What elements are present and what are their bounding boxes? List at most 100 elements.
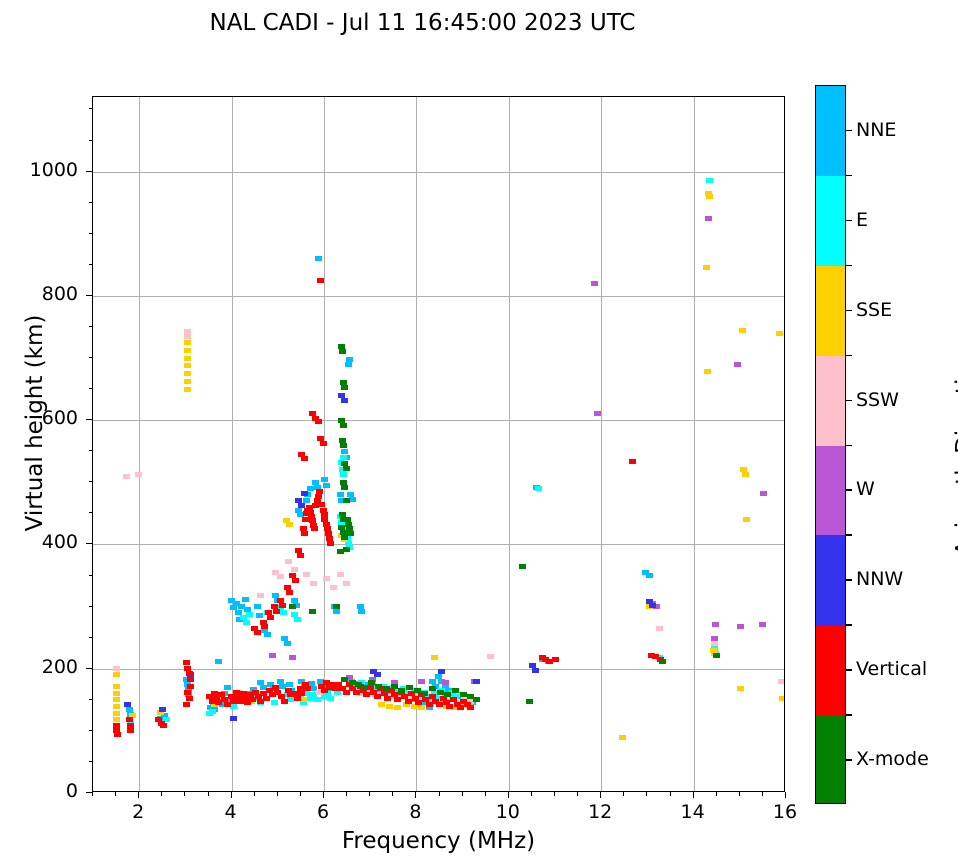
- data-point-nne: [244, 607, 252, 613]
- data-point-vertical: [332, 686, 339, 692]
- colorbar-boundary-tick: [846, 534, 852, 536]
- data-point-w: [710, 636, 718, 642]
- data-point-e: [706, 178, 714, 184]
- data-point-x-mode: [343, 517, 351, 523]
- data-point-nne: [256, 679, 264, 685]
- data-point-vertical: [259, 619, 267, 625]
- data-point-e: [324, 691, 332, 697]
- data-point-vertical: [262, 696, 270, 701]
- data-point-nne: [429, 678, 437, 684]
- data-point-nne: [281, 636, 289, 642]
- data-point-e: [283, 692, 291, 698]
- data-point-vertical: [281, 698, 289, 704]
- data-point-vertical: [359, 688, 367, 693]
- y-axis-minor-tick: [88, 481, 92, 483]
- colorbar-label-ssw: SSW: [856, 388, 899, 411]
- data-point-vertical: [159, 723, 167, 729]
- data-point-x-mode: [375, 683, 382, 689]
- data-point-e: [230, 703, 238, 709]
- data-point-ssw: [122, 473, 130, 479]
- y-axis-minor-tick: [88, 605, 92, 607]
- data-point-x-mode: [341, 385, 349, 391]
- y-axis-tick: [86, 419, 92, 421]
- data-point-vertical: [301, 530, 309, 536]
- data-point-vertical: [244, 700, 252, 706]
- data-point-vertical: [384, 696, 392, 701]
- data-point-x-mode: [338, 417, 346, 423]
- data-point-vertical: [185, 671, 193, 677]
- data-point-sse: [402, 702, 410, 708]
- data-point-nnw: [473, 678, 480, 684]
- data-point-nne: [184, 692, 192, 698]
- data-point-x-mode: [339, 529, 347, 535]
- data-point-nnw: [370, 669, 378, 675]
- data-point-nne: [435, 673, 443, 679]
- data-point-sse: [740, 467, 747, 473]
- data-point-sse: [618, 734, 626, 740]
- x-axis-minor-tick: [461, 792, 463, 796]
- data-point-x-mode: [341, 677, 349, 683]
- data-point-vertical: [283, 585, 291, 591]
- x-axis-tick: [785, 792, 786, 798]
- data-point-vertical: [390, 692, 398, 698]
- data-point-w: [289, 655, 297, 660]
- data-point-x-mode: [342, 546, 350, 552]
- data-point-x-mode: [338, 344, 346, 350]
- data-point-vertical: [366, 684, 374, 690]
- colorbar: [815, 85, 846, 804]
- data-point-vertical: [376, 686, 384, 692]
- data-point-vertical: [322, 522, 330, 527]
- data-point-vertical: [312, 503, 320, 509]
- x-axis-minor-tick: [276, 792, 278, 796]
- data-point-vertical: [319, 441, 327, 447]
- data-point-w: [704, 215, 712, 221]
- data-point-nne: [306, 486, 314, 491]
- data-point-nnw: [646, 599, 654, 605]
- data-point-vertical: [235, 694, 242, 700]
- data-point-vertical: [380, 691, 388, 697]
- colorbar-boundary-tick: [846, 624, 852, 626]
- data-point-vertical: [232, 689, 240, 695]
- data-point-x-mode: [338, 524, 346, 530]
- x-axis-tick: [323, 792, 324, 798]
- data-point-vertical: [215, 700, 223, 706]
- data-point-nne: [235, 610, 242, 616]
- data-point-vertical: [266, 688, 273, 693]
- data-point-vertical: [302, 681, 309, 687]
- data-point-w: [418, 678, 426, 684]
- data-point-e: [208, 708, 216, 714]
- data-point-vertical: [248, 697, 256, 703]
- data-point-sse: [341, 537, 349, 542]
- data-point-x-mode: [341, 461, 349, 467]
- data-point-e: [306, 696, 314, 701]
- gridline-horizontal: [93, 295, 784, 297]
- data-point-ssw: [342, 580, 350, 586]
- data-point-vertical: [210, 691, 218, 697]
- x-axis-tick-label: 8: [409, 801, 422, 823]
- colorbar-tick: [846, 219, 852, 222]
- data-point-x-mode: [658, 658, 666, 664]
- y-axis-tick: [86, 294, 92, 296]
- data-point-vertical: [422, 697, 430, 703]
- data-point-x-mode: [333, 604, 341, 610]
- data-point-vertical: [432, 698, 440, 704]
- data-point-w: [760, 491, 768, 496]
- data-point-vertical: [352, 689, 360, 695]
- data-point-vertical: [261, 624, 269, 629]
- data-point-vertical: [296, 686, 304, 692]
- data-point-nne: [225, 697, 233, 703]
- data-point-vertical: [295, 548, 303, 554]
- data-point-vertical: [308, 411, 316, 417]
- data-point-x-mode: [460, 692, 467, 698]
- colorbar-label-w: W: [856, 478, 875, 501]
- data-point-sse: [743, 517, 751, 523]
- data-point-x-mode: [429, 686, 437, 692]
- data-point-e: [245, 611, 253, 617]
- data-point-nnw: [529, 663, 537, 669]
- data-point-vertical: [342, 689, 350, 695]
- data-point-e: [375, 691, 383, 697]
- y-axis-tick-label: 200: [41, 655, 78, 678]
- data-point-vertical: [270, 604, 278, 610]
- data-point-w: [390, 679, 398, 685]
- data-point-sse: [112, 672, 120, 678]
